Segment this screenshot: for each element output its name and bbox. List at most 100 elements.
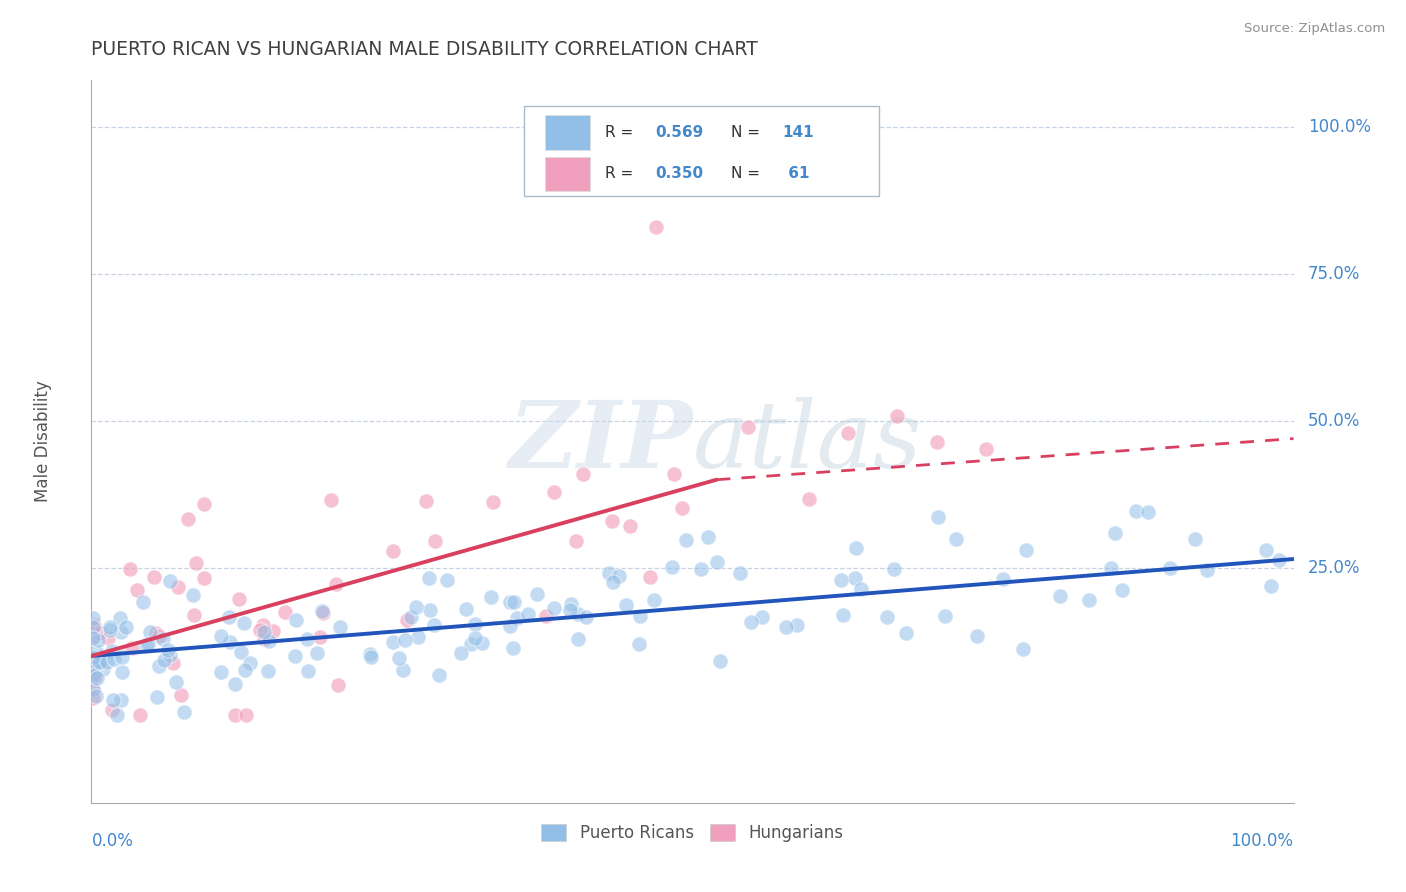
Point (307, 646, 329, 660)
Point (87, 633, 110, 648)
Point (127, 582, 149, 597)
Point (643, 593, 665, 607)
Point (543, 485, 565, 500)
Point (110, 692, 132, 706)
Point (886, 409, 908, 423)
Point (233, 664, 256, 678)
Point (896, 626, 918, 640)
Legend: Puerto Ricans, Hungarians: Puerto Ricans, Hungarians (534, 817, 851, 848)
Point (209, 629, 232, 643)
Point (311, 604, 333, 618)
Point (224, 707, 246, 722)
Point (460, 637, 482, 651)
Point (600, 514, 623, 528)
Point (927, 510, 949, 524)
Point (169, 688, 191, 702)
Point (193, 571, 215, 585)
Text: N =: N = (731, 167, 765, 181)
Point (876, 609, 898, 624)
Text: 61: 61 (783, 167, 808, 181)
Point (283, 648, 305, 663)
Point (1159, 561, 1181, 575)
Point (297, 664, 319, 678)
Point (110, 625, 132, 640)
Point (274, 605, 297, 619)
Text: 100.0%: 100.0% (1308, 119, 1371, 136)
Point (638, 569, 661, 583)
Point (567, 607, 589, 622)
Point (464, 617, 486, 632)
Point (1049, 590, 1071, 604)
Point (82, 681, 104, 696)
Point (82, 661, 104, 675)
Point (471, 635, 494, 649)
Point (107, 707, 129, 722)
Point (415, 494, 437, 508)
Point (114, 620, 136, 634)
Point (1099, 561, 1122, 575)
Point (454, 602, 477, 616)
Point (82, 620, 104, 634)
Point (359, 647, 381, 661)
Point (564, 534, 586, 549)
Point (662, 467, 685, 482)
Point (98, 620, 121, 634)
Point (423, 618, 446, 632)
Point (83, 617, 105, 632)
Point (128, 707, 150, 722)
Point (405, 600, 427, 615)
Point (1014, 542, 1036, 557)
Point (156, 643, 179, 657)
Text: atlas: atlas (692, 397, 922, 486)
Point (751, 610, 773, 624)
Point (360, 649, 382, 664)
Point (450, 646, 472, 660)
Point (830, 573, 852, 587)
Point (543, 601, 565, 615)
Point (709, 654, 731, 668)
Point (91, 662, 114, 676)
Point (142, 569, 165, 583)
Point (111, 665, 134, 679)
Point (121, 640, 143, 655)
Text: 0.350: 0.350 (655, 167, 703, 181)
Point (319, 492, 342, 507)
FancyBboxPatch shape (524, 105, 879, 196)
Point (883, 562, 905, 576)
Point (82, 631, 104, 645)
Point (925, 434, 948, 449)
Point (100, 624, 122, 638)
Point (1136, 505, 1159, 519)
Point (252, 625, 274, 640)
Point (598, 566, 620, 580)
Point (628, 609, 651, 624)
Point (262, 624, 284, 638)
Point (534, 608, 557, 623)
Point (837, 425, 859, 440)
Point (145, 626, 167, 640)
Point (1078, 593, 1101, 607)
Point (312, 607, 335, 621)
Point (945, 533, 967, 547)
Point (193, 497, 215, 511)
Point (329, 620, 352, 634)
Text: 50.0%: 50.0% (1308, 412, 1361, 430)
Point (607, 569, 630, 583)
Point (252, 618, 274, 632)
Text: 0.569: 0.569 (655, 125, 703, 140)
Text: PUERTO RICAN VS HUNGARIAN MALE DISABILITY CORRELATION CHART: PUERTO RICAN VS HUNGARIAN MALE DISABILIT… (91, 40, 758, 59)
Point (111, 649, 134, 664)
Point (844, 571, 866, 585)
Point (84, 689, 107, 703)
Point (224, 677, 246, 691)
Point (1104, 526, 1126, 541)
Point (146, 690, 169, 704)
Point (661, 560, 683, 574)
Point (148, 659, 170, 673)
Point (82, 631, 104, 645)
Point (706, 555, 728, 569)
Point (479, 590, 502, 604)
Text: Male Disability: Male Disability (34, 381, 52, 502)
Point (737, 420, 759, 434)
Point (575, 609, 598, 624)
